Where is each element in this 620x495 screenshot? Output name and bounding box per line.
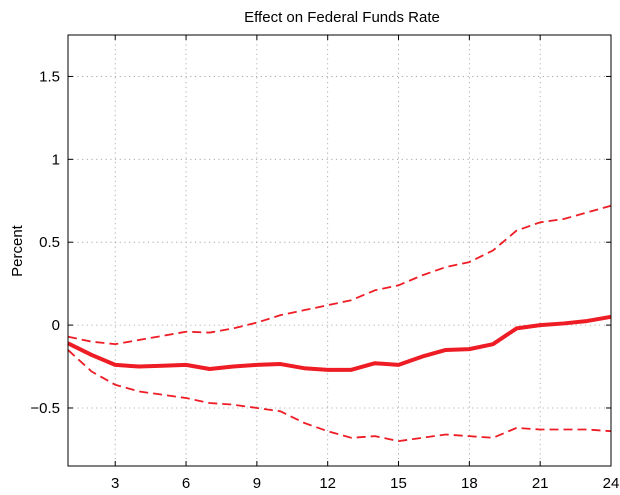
x-tick-label: 9 xyxy=(253,475,261,492)
x-tick-label: 21 xyxy=(532,475,549,492)
series-upper-bound-line xyxy=(67,204,612,346)
series-estimate-line xyxy=(67,314,612,372)
chart-title: Effect on Federal Funds Rate xyxy=(244,9,440,26)
series-lines xyxy=(67,204,612,443)
axis-ticks: 3 6 9 12 15 18 21 24 −0.5 0 0.5 1 1.5 xyxy=(30,35,619,492)
x-tick-label: 24 xyxy=(603,475,620,492)
y-tick-label: −0.5 xyxy=(30,400,60,417)
gridlines xyxy=(68,35,612,466)
y-tick-label: 0 xyxy=(52,317,60,334)
x-tick-label: 15 xyxy=(390,475,407,492)
x-tick-label: 3 xyxy=(111,475,119,492)
plot-area-frame xyxy=(67,34,612,467)
series-lower-bound-line xyxy=(67,349,612,443)
y-tick-label: 1 xyxy=(52,151,60,168)
y-tick-label: 1.5 xyxy=(39,68,60,85)
x-tick-label: 12 xyxy=(319,475,336,492)
x-tick-label: 6 xyxy=(182,475,190,492)
y-tick-label: 0.5 xyxy=(39,234,60,251)
x-tick-label: 18 xyxy=(461,475,478,492)
y-axis-label: Percent xyxy=(9,224,26,277)
